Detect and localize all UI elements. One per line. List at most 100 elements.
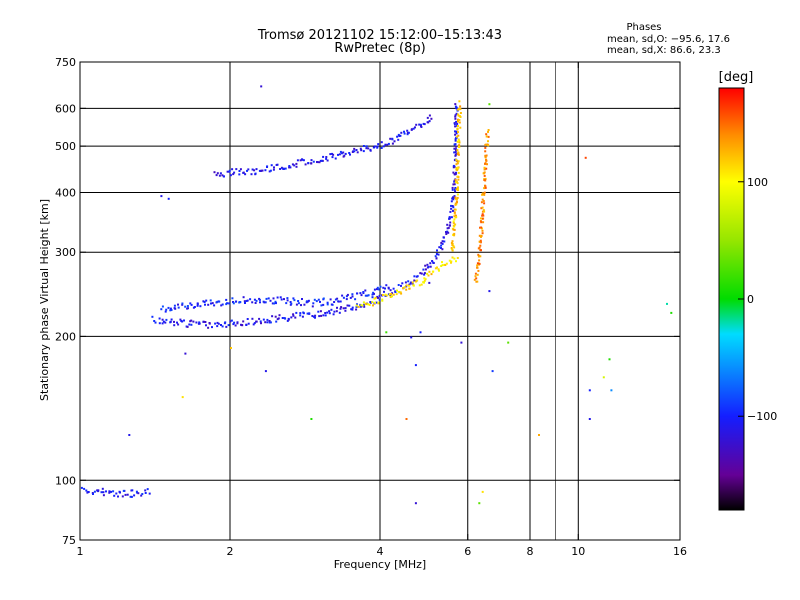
echo-point bbox=[286, 299, 289, 302]
echo-point bbox=[164, 321, 167, 324]
echo-point bbox=[447, 226, 450, 229]
echo-point bbox=[428, 270, 431, 273]
echo-point bbox=[440, 247, 442, 249]
echo-point bbox=[342, 151, 345, 154]
echo-point bbox=[484, 154, 487, 157]
echo-point bbox=[334, 157, 337, 160]
echo-point bbox=[454, 133, 457, 136]
echo-point bbox=[483, 171, 486, 174]
echo-point bbox=[365, 145, 368, 148]
outlier-point bbox=[414, 502, 417, 505]
echo-point bbox=[396, 135, 399, 138]
echo-point bbox=[238, 301, 241, 304]
echo-point bbox=[452, 221, 455, 224]
echo-point bbox=[377, 296, 379, 299]
y-tick-label: 750 bbox=[55, 56, 76, 69]
echo-point bbox=[244, 302, 246, 304]
echo-point bbox=[437, 253, 440, 256]
echo-point bbox=[484, 186, 487, 189]
echo-point bbox=[277, 317, 280, 320]
echo-point bbox=[455, 216, 458, 219]
echo-point bbox=[121, 495, 124, 498]
echo-point bbox=[440, 244, 443, 247]
echo-point bbox=[220, 324, 222, 326]
echo-point bbox=[292, 313, 295, 316]
echo-point bbox=[333, 301, 336, 303]
echo-point bbox=[484, 177, 487, 180]
echo-point bbox=[484, 150, 487, 153]
echo-point bbox=[306, 300, 309, 303]
echo-point bbox=[165, 308, 168, 311]
echo-point bbox=[405, 288, 408, 291]
echo-point bbox=[456, 196, 459, 199]
echo-point bbox=[341, 294, 344, 297]
echo-point bbox=[457, 171, 460, 174]
echo-point bbox=[320, 314, 323, 317]
echo-point bbox=[102, 491, 105, 494]
echo-point bbox=[458, 121, 461, 124]
echo-point bbox=[319, 300, 321, 303]
y-tick-label: 400 bbox=[55, 186, 76, 199]
echo-point bbox=[332, 153, 335, 156]
echo-point bbox=[426, 263, 429, 266]
echo-point bbox=[254, 302, 257, 304]
echo-point bbox=[454, 115, 457, 118]
echo-trace bbox=[473, 129, 490, 283]
echo-point bbox=[382, 286, 385, 289]
echo-point bbox=[483, 210, 486, 213]
echo-point bbox=[406, 133, 409, 136]
echo-point bbox=[456, 140, 459, 143]
echo-point bbox=[351, 295, 354, 298]
colorbar-tick-label: 100 bbox=[747, 176, 768, 189]
echo-point bbox=[181, 303, 184, 306]
echo-point bbox=[137, 492, 140, 495]
echo-point bbox=[344, 307, 347, 310]
echo-point bbox=[372, 291, 375, 294]
echo-point bbox=[293, 299, 296, 302]
echo-point bbox=[481, 229, 484, 232]
echo-point bbox=[193, 306, 196, 308]
outlier-point bbox=[481, 490, 484, 493]
echo-point bbox=[310, 162, 313, 165]
echo-point bbox=[419, 272, 422, 275]
echo-point bbox=[102, 494, 105, 497]
echo-point bbox=[369, 301, 372, 303]
echo-point bbox=[245, 324, 248, 326]
echo-point bbox=[455, 107, 458, 110]
echo-point bbox=[331, 156, 334, 159]
echo-point bbox=[483, 179, 486, 181]
echo-point bbox=[222, 175, 225, 178]
echo-point bbox=[393, 140, 396, 143]
echo-point bbox=[306, 312, 309, 315]
echo-point bbox=[297, 300, 300, 302]
plot-area: 1 2 4 6 8 10 16 75 100 200 300 400 500 600 750 bbox=[55, 56, 687, 558]
echo-point bbox=[261, 169, 264, 172]
echo-point bbox=[403, 130, 405, 133]
echo-point bbox=[314, 316, 316, 319]
echo-point bbox=[454, 130, 456, 133]
echo-point bbox=[310, 159, 313, 162]
echo-point bbox=[397, 133, 400, 136]
echo-point bbox=[457, 118, 459, 121]
echo-point bbox=[427, 274, 430, 277]
outlier-point bbox=[419, 331, 422, 334]
echo-point bbox=[161, 318, 164, 321]
echo-point bbox=[230, 319, 233, 322]
echo-point bbox=[189, 302, 192, 305]
echo-point bbox=[288, 166, 291, 169]
echo-point bbox=[362, 301, 365, 304]
echo-point bbox=[286, 297, 289, 300]
echo-point bbox=[179, 318, 182, 321]
echo-point bbox=[399, 291, 402, 294]
echo-point bbox=[249, 298, 252, 301]
echo-point bbox=[485, 135, 488, 138]
echo-point bbox=[485, 167, 488, 170]
echo-trace bbox=[213, 114, 433, 178]
echo-point bbox=[482, 209, 485, 212]
echo-point bbox=[133, 494, 136, 497]
echo-point bbox=[258, 298, 261, 301]
echo-point bbox=[422, 122, 425, 125]
echo-point bbox=[452, 196, 454, 199]
echo-point bbox=[450, 260, 453, 263]
echo-point bbox=[459, 126, 462, 129]
